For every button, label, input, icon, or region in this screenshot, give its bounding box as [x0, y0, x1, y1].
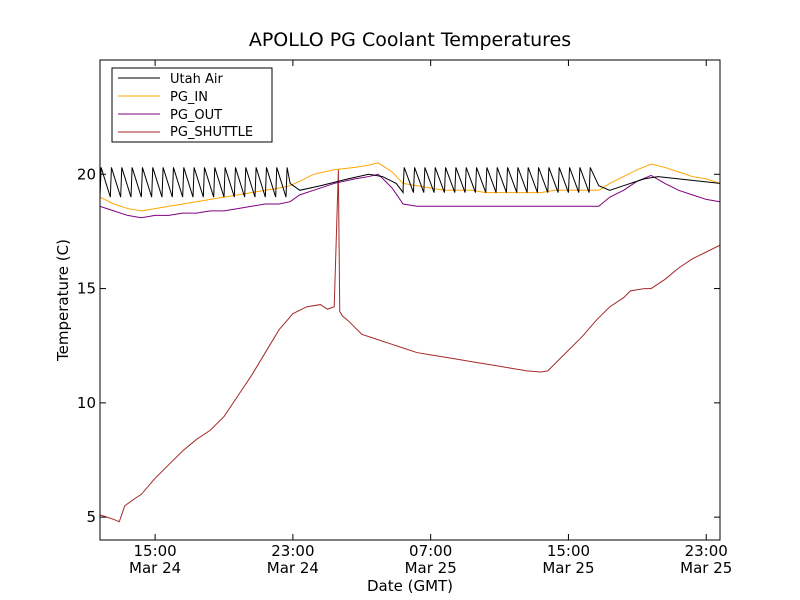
- y-tick-label: 10: [77, 394, 96, 412]
- x-axis-label: Date (GMT): [367, 577, 453, 595]
- y-axis-label: Temperature (C): [54, 239, 72, 362]
- y-tick-label: 5: [86, 508, 96, 526]
- series-line-utah-air: [100, 167, 720, 198]
- legend: Utah Air PG_IN PG_OUT PG_SHUTTLE: [111, 67, 273, 143]
- x-tick-label-date: Mar 24: [267, 559, 319, 577]
- legend-box: [111, 67, 273, 143]
- x-tick-label-date: Mar 25: [405, 559, 457, 577]
- x-tick-label-date: Mar 25: [680, 559, 732, 577]
- x-tick-label-time: 15:00: [547, 542, 590, 560]
- legend-label-pg-shuttle: PG_SHUTTLE: [170, 125, 253, 140]
- x-tick-label-date: Mar 25: [542, 559, 594, 577]
- legend-label-pg-out: PG_OUT: [170, 108, 222, 123]
- x-tick-label-time: 07:00: [409, 542, 452, 560]
- x-tick-label-time: 23:00: [685, 542, 728, 560]
- x-tick-label-date: Mar 24: [129, 559, 181, 577]
- plot-content: [100, 162, 720, 523]
- y-tick-label: 15: [77, 280, 96, 298]
- x-tick-label-time: 23:00: [271, 542, 314, 560]
- plot-frame: [99, 59, 721, 541]
- chart-title: APOLLO PG Coolant Temperatures: [249, 29, 571, 51]
- legend-label-pg-in: PG_IN: [170, 90, 208, 105]
- x-tick-label-time: 15:00: [133, 542, 176, 560]
- series-line-pg-shuttle: [100, 169, 720, 523]
- y-tick-label: 20: [77, 165, 96, 183]
- legend-label-utah-air: Utah Air: [170, 72, 223, 87]
- series-line-pg-out: [100, 173, 720, 219]
